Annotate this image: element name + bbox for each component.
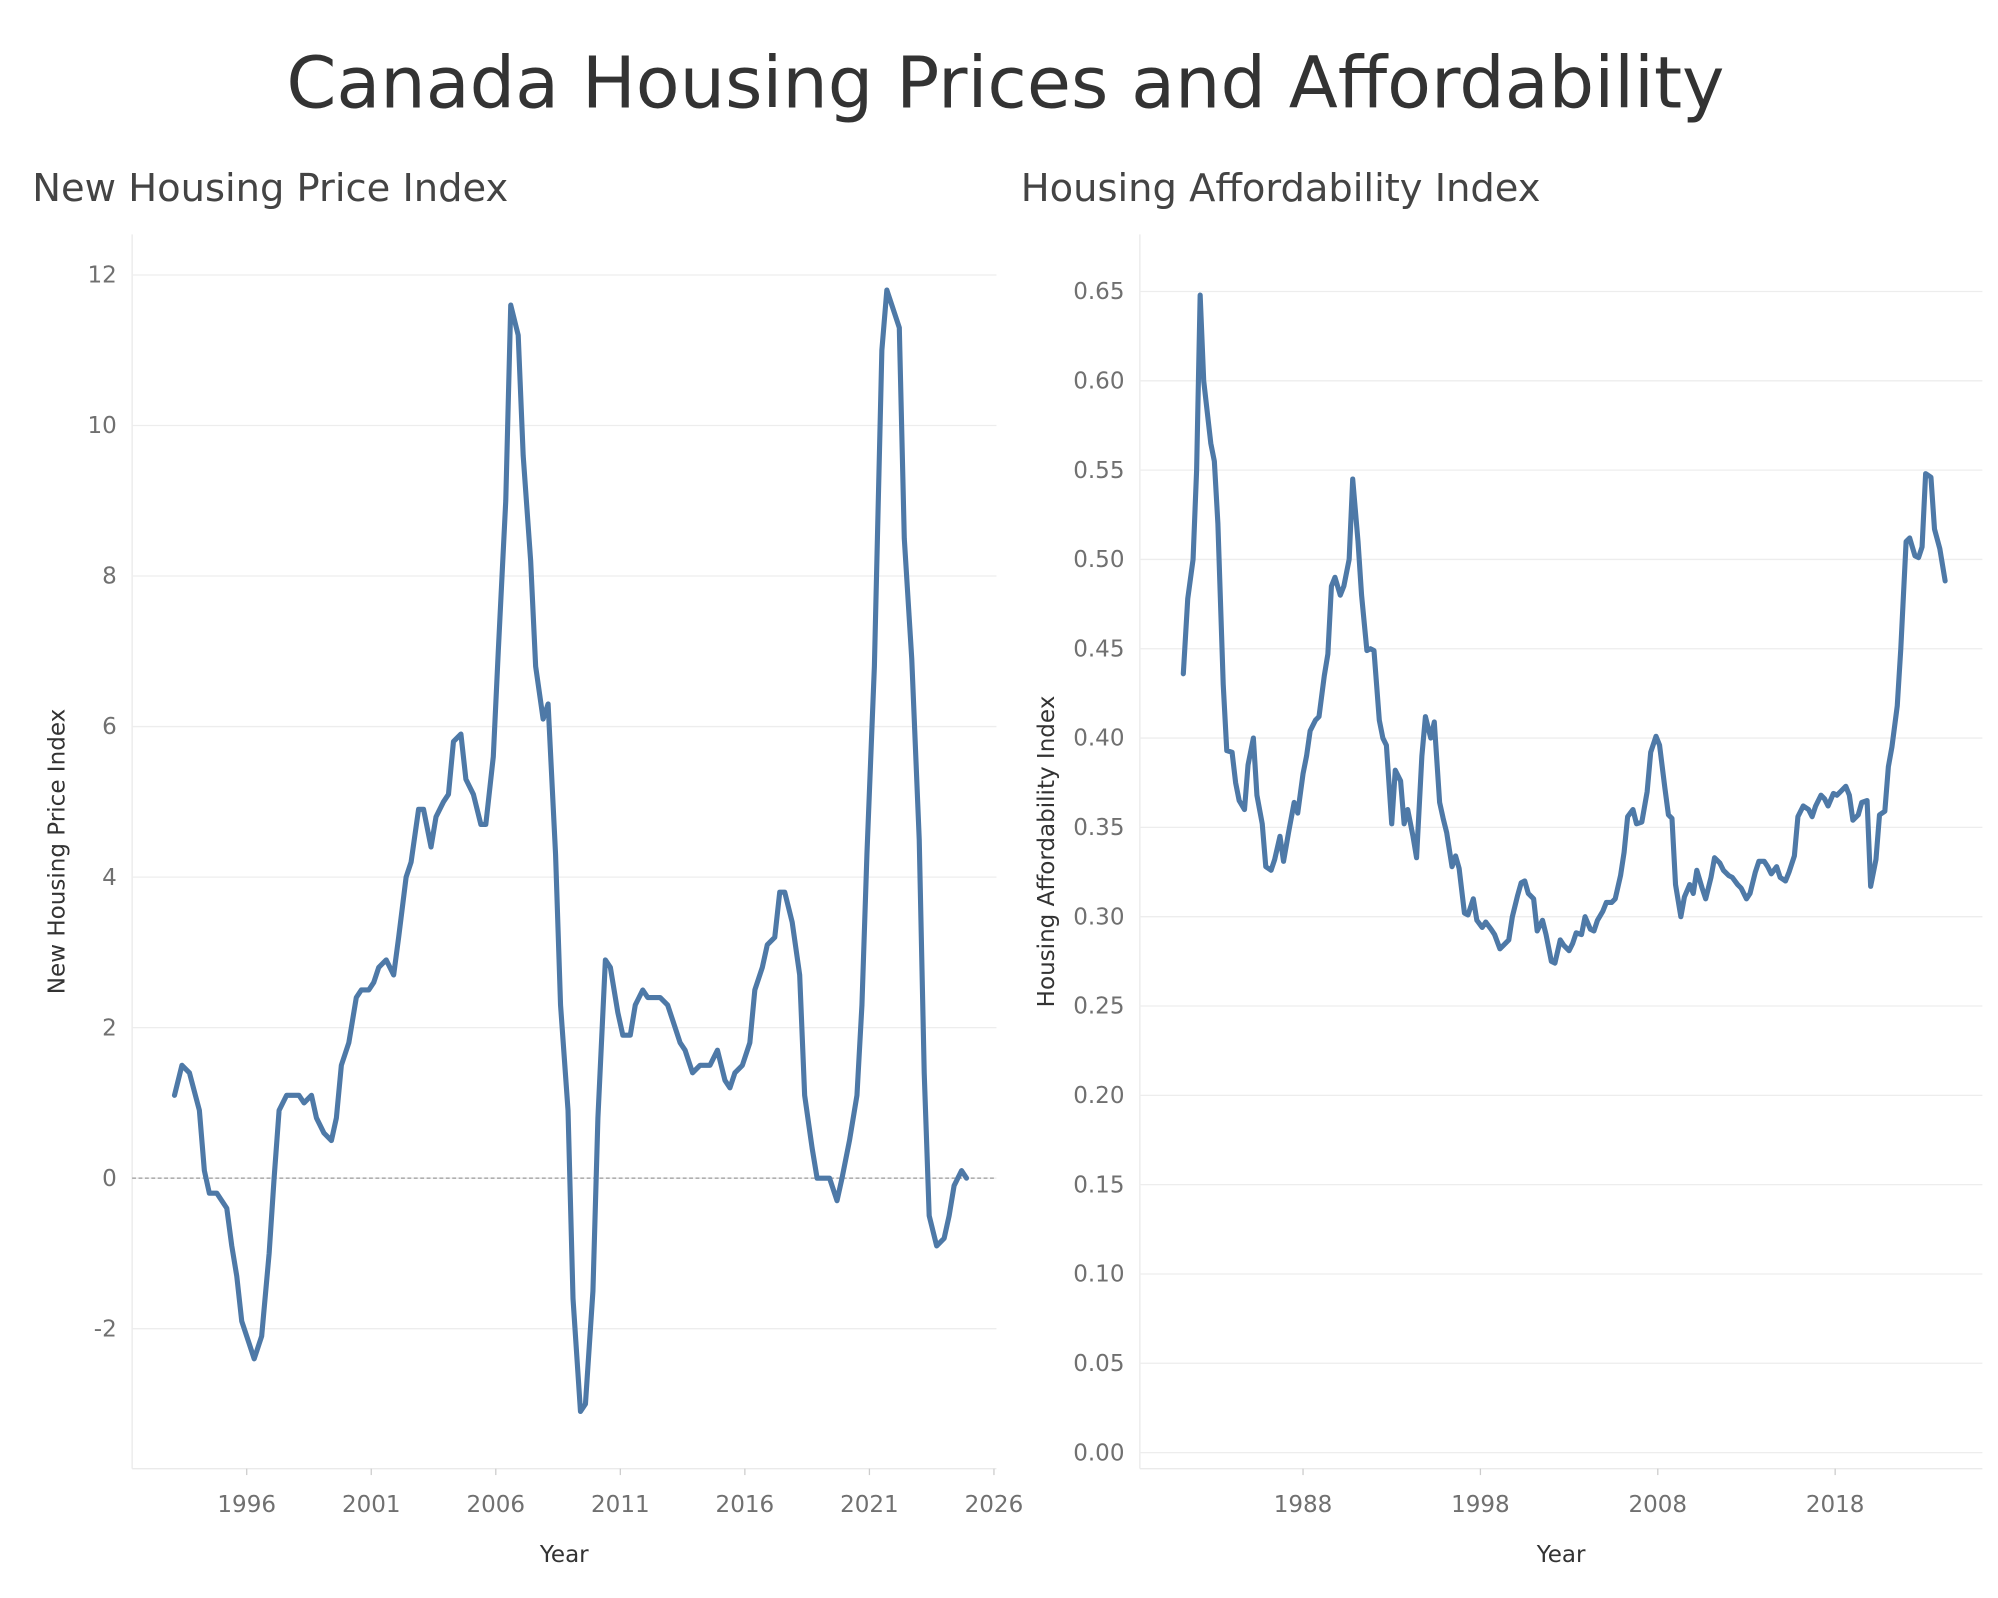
y-tick-label: 10	[87, 413, 116, 439]
y-tick-label: 0.65	[1073, 279, 1124, 305]
data-line	[1180, 292, 1948, 966]
y-tick-label: 2	[102, 1015, 117, 1041]
x-tick-label: 1988	[1274, 1492, 1333, 1518]
y-tick-label: 0.40	[1073, 726, 1124, 752]
x-tick-label: 2026	[965, 1492, 1024, 1518]
y-tick-label: 0.35	[1073, 815, 1124, 841]
y-tick-label: 0.45	[1073, 636, 1124, 662]
y-axis-title: Housing Affordability Index	[1034, 696, 1060, 1008]
x-tick-label: 2006	[466, 1492, 525, 1518]
x-tick-label: 1998	[1451, 1492, 1510, 1518]
y-tick-label: 0.55	[1073, 458, 1124, 484]
y-tick-label: -2	[94, 1316, 117, 1342]
x-axis-title: Year	[539, 1542, 589, 1568]
y-axis-title: New Housing Price Index	[44, 709, 70, 994]
y-tick-label: 0.30	[1073, 904, 1124, 930]
y-tick-label: 4	[102, 865, 117, 891]
x-tick-label: 2001	[342, 1492, 401, 1518]
y-tick-label: 0.05	[1073, 1351, 1124, 1377]
x-axis-title: Year	[1536, 1542, 1586, 1568]
y-tick-label: 12	[87, 263, 116, 289]
y-tick-label: 0.20	[1073, 1083, 1124, 1109]
x-tick-label: 1996	[217, 1492, 276, 1518]
x-tick-label: 2011	[591, 1492, 650, 1518]
y-tick-label: 0.15	[1073, 1172, 1124, 1198]
x-tick-label: 2016	[716, 1492, 775, 1518]
chart-title: Housing Affordability Index	[1021, 166, 1541, 211]
y-tick-label: 6	[102, 714, 117, 740]
y-tick-label: 0.60	[1073, 368, 1124, 394]
y-tick-label: 0.10	[1073, 1262, 1124, 1288]
y-tick-label: 0.00	[1073, 1440, 1124, 1466]
page-title: Canada Housing Prices and Affordability	[286, 41, 1724, 125]
x-tick-label: 2021	[840, 1492, 899, 1518]
y-tick-label: 0.50	[1073, 547, 1124, 573]
y-tick-label: 0.25	[1073, 994, 1124, 1020]
y-tick-label: 8	[102, 564, 117, 590]
chart-title: New Housing Price Index	[32, 166, 508, 211]
x-tick-label: 2018	[1806, 1492, 1865, 1518]
data-line	[171, 287, 970, 1415]
y-tick-label: 0	[102, 1166, 117, 1192]
x-tick-label: 2008	[1628, 1492, 1687, 1518]
